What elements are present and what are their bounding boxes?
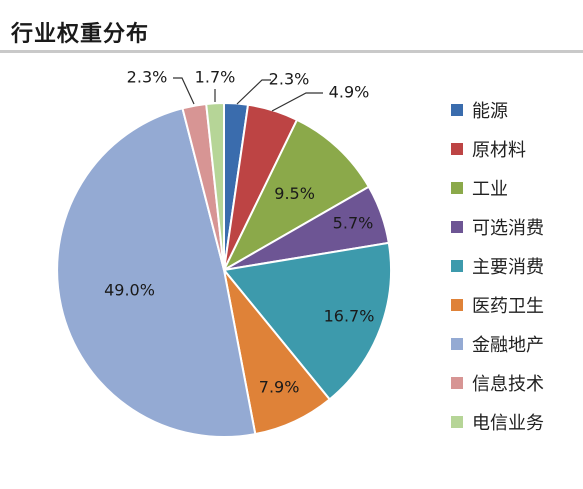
legend-label: 原材料	[472, 140, 526, 161]
pie-slices	[56, 101, 392, 438]
legend-swatch	[451, 143, 463, 155]
legend-label: 能源	[472, 101, 508, 122]
data-labels: 2.3% 4.9% 9.5% 5.7% 16.7% 7.9% 49.0% 2.3% 1.7%	[104, 68, 374, 397]
legend-label: 信息技术	[472, 374, 544, 395]
legend-swatch	[451, 416, 463, 428]
legend-item-health-care: 医药卫生	[451, 292, 544, 318]
legend-item-telecom: 电信业务	[451, 409, 544, 435]
data-label-energy: 2.3%	[269, 70, 310, 89]
leader-line-materials	[271, 92, 323, 112]
legend-swatch	[451, 299, 463, 311]
data-label-industrials: 9.5%	[274, 184, 315, 203]
legend-swatch	[451, 338, 463, 350]
data-label-consumer-discretionary: 5.7%	[333, 214, 374, 233]
leader-lines	[173, 77, 323, 112]
legend-label: 金融地产	[472, 335, 544, 356]
legend-swatch	[451, 182, 463, 194]
legend-item-industrials: 工业	[451, 175, 544, 201]
legend-item-consumer-staples: 主要消费	[451, 253, 544, 279]
leader-line-information-technology	[173, 77, 195, 105]
legend-item-information-technology: 信息技术	[451, 370, 544, 396]
pie-slice-industrials	[221, 118, 371, 273]
data-label-financials-real-estate: 49.0%	[104, 281, 155, 300]
pie-slice-telecom	[205, 101, 225, 271]
data-label-materials: 4.9%	[329, 83, 370, 102]
pie-slice-financials-real-estate	[56, 107, 257, 438]
legend-swatch	[451, 377, 463, 389]
data-label-health-care: 7.9%	[259, 378, 300, 397]
legend: 能源原材料工业可选消费主要消费医药卫生金融地产信息技术电信业务	[451, 97, 544, 448]
legend-swatch	[451, 260, 463, 272]
title-divider	[0, 50, 583, 53]
legend-label: 工业	[472, 179, 508, 200]
data-label-information-technology: 2.3%	[127, 68, 168, 87]
legend-item-consumer-discretionary: 可选消费	[451, 214, 544, 240]
legend-swatch	[451, 104, 463, 116]
legend-swatch	[451, 221, 463, 233]
legend-label: 主要消费	[472, 257, 544, 278]
chart-title: 行业权重分布	[11, 22, 150, 47]
legend-label: 电信业务	[472, 413, 544, 434]
legend-label: 医药卫生	[472, 296, 544, 317]
legend-item-materials: 原材料	[451, 136, 544, 162]
legend-label: 可选消费	[472, 218, 544, 239]
data-label-consumer-staples: 16.7%	[324, 307, 375, 326]
leader-line-energy	[236, 79, 271, 105]
legend-item-energy: 能源	[451, 97, 544, 123]
pie-slice-consumer-staples	[222, 241, 392, 401]
data-label-telecom: 1.7%	[195, 68, 236, 87]
legend-item-financials-real-estate: 金融地产	[451, 331, 544, 357]
